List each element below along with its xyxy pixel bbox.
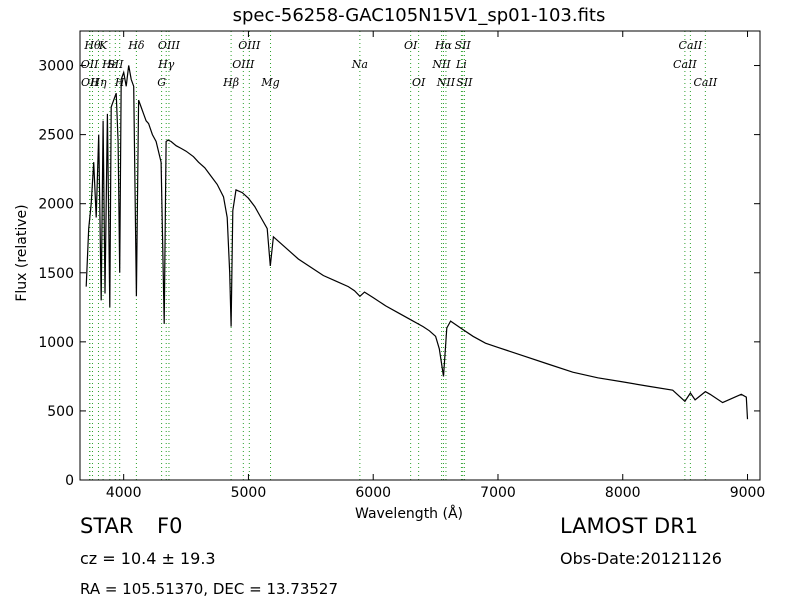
line-label-7: H	[114, 76, 125, 89]
line-label-20: Hα	[434, 39, 453, 52]
x-tick-label-0: 4000	[106, 485, 142, 501]
line-markers	[89, 31, 706, 480]
line-label-14: OIII	[238, 39, 261, 52]
y-tick-label-6: 3000	[38, 59, 74, 75]
line-label-5: Hε	[101, 58, 118, 71]
axis-ticks: 4000 5000 6000 7000 8000 9000 0 500 1000 1500 2000…	[38, 31, 765, 501]
chart-title: spec-56258-GAC105N15V1_sp01-103.fits	[232, 5, 606, 26]
line-label-8: Hδ	[127, 39, 145, 52]
y-tick-label-0: 0	[65, 473, 74, 489]
y-tick-label-4: 2000	[38, 197, 74, 213]
line-label-16: Na	[351, 58, 368, 71]
plot-frame	[79, 30, 761, 481]
x-axis-label: Wavelength (Å)	[355, 506, 464, 522]
y-axis-label: Flux (relative)	[14, 204, 30, 302]
line-label-21: NII	[436, 76, 456, 89]
coordinates: RA = 105.51370, DEC = 13.73527	[80, 580, 339, 598]
line-label-10: Hγ	[157, 58, 175, 71]
y-tick-label-5: 2500	[38, 128, 74, 144]
y-tick-label-2: 1000	[38, 335, 74, 351]
line-label-3: Hη	[89, 76, 107, 89]
line-label-25: CaII	[673, 58, 697, 71]
line-label-2: Hθ	[83, 39, 101, 52]
y-tick-label-1: 500	[47, 404, 74, 420]
line-label-23: SII	[455, 39, 472, 52]
line-label-18: OI	[412, 76, 426, 89]
line-label-15: Mg	[260, 76, 279, 89]
line-label-13: OIII	[232, 58, 255, 71]
survey-name: LAMOST DR1	[560, 514, 699, 538]
line-label-12: Hβ	[222, 76, 239, 89]
x-tick-label-1: 5000	[231, 485, 267, 501]
line-label-6: SII	[107, 58, 124, 71]
line-label-27: CaII	[694, 76, 718, 89]
spectrum-series	[85, 65, 749, 420]
line-labels: OIIOIIHθHηKHεSIIHHδGHγOIIIHβOIIIOIIIMgNa…	[81, 39, 718, 89]
line-label-26: CaII	[679, 39, 703, 52]
x-tick-label-4: 8000	[605, 485, 641, 501]
line-label-24: SII	[456, 76, 473, 89]
object-subclass: F0	[157, 514, 183, 538]
y-tick-label-3: 1500	[38, 266, 74, 282]
x-tick-label-3: 7000	[480, 485, 516, 501]
line-label-22: Li	[455, 58, 467, 71]
line-label-9: G	[157, 76, 166, 89]
redshift-cz: cz = 10.4 ± 19.3	[80, 549, 216, 568]
x-tick-label-2: 6000	[355, 485, 391, 501]
observation-date: Obs-Date:20121126	[560, 549, 722, 568]
line-label-4: K	[98, 39, 108, 52]
object-class: STAR	[80, 514, 134, 538]
spectrum-line	[85, 65, 749, 420]
line-label-11: OIII	[158, 39, 181, 52]
line-label-19: NII	[431, 58, 451, 71]
line-label-0: OII	[81, 58, 99, 71]
line-label-17: OI	[404, 39, 418, 52]
line-label-1: OII	[81, 76, 99, 89]
x-tick-label-5: 9000	[730, 485, 766, 501]
